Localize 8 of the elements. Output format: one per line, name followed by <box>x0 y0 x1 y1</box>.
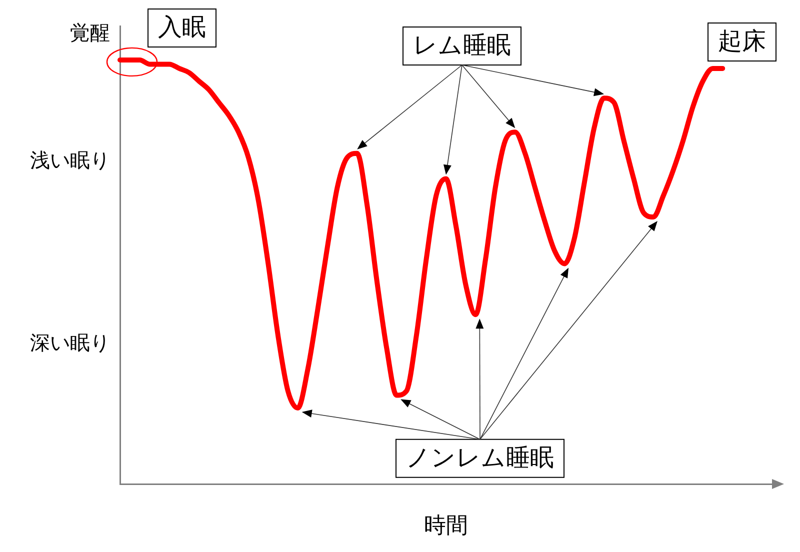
text: 起床 <box>718 27 766 56</box>
text: 浅い眠り <box>30 148 110 172</box>
text: レム睡眠 <box>413 31 511 60</box>
text: 入眠 <box>158 13 206 42</box>
text: 深い眠り <box>30 330 110 355</box>
x-axis-title: 時間 <box>424 514 468 539</box>
annotation: ノンレム睡眠 <box>406 444 554 472</box>
text: 覚醒 <box>70 20 110 45</box>
